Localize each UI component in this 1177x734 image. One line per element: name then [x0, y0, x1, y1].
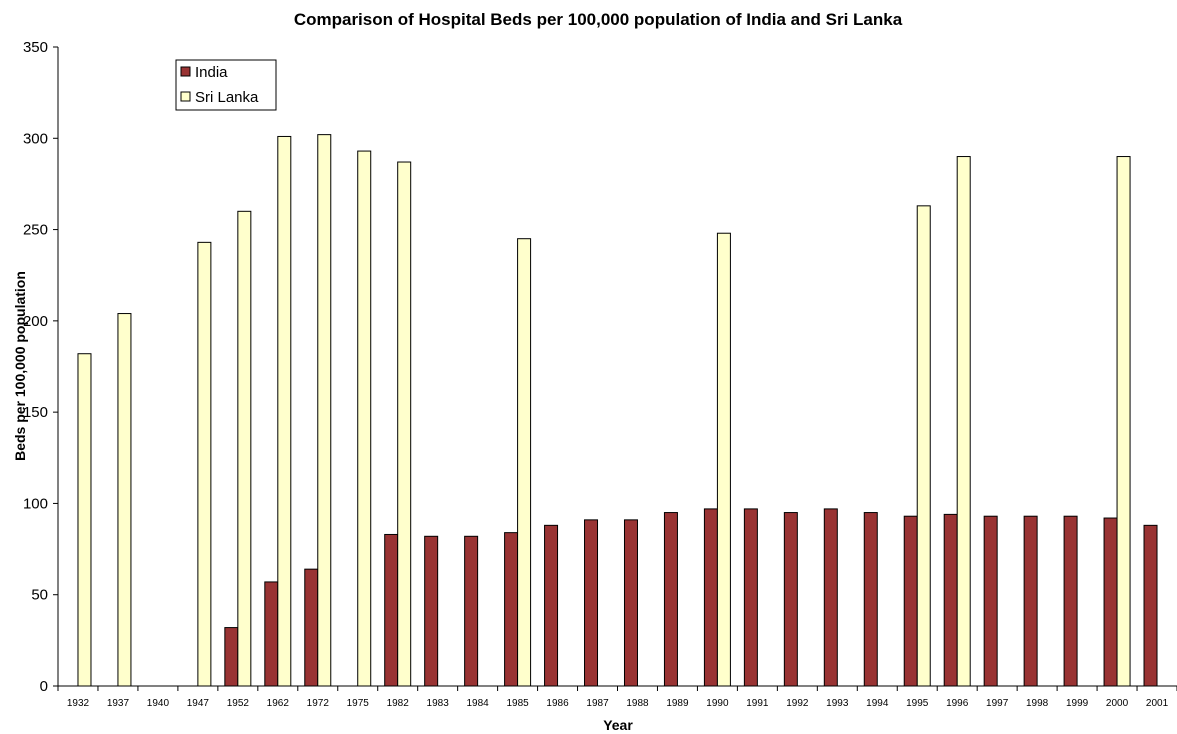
x-tick-label: 1997: [986, 698, 1009, 709]
bar-india-2000: [1103, 517, 1118, 687]
bar-india-1996: [943, 513, 958, 687]
bar-india-1998: [1023, 515, 1038, 687]
x-tick-label: 1962: [267, 698, 290, 709]
bar-sri-lanka-1990: [716, 232, 731, 687]
legend-label-india: India: [195, 64, 228, 81]
bar-sri-lanka-1937: [117, 313, 132, 687]
x-tick-label: 1988: [626, 698, 649, 709]
bar-india-1994: [863, 512, 878, 687]
bar-sri-lanka-1982: [397, 161, 412, 687]
bar-india-1993: [823, 508, 838, 687]
y-tick-label: 150: [23, 404, 48, 421]
x-axis-label: Year: [603, 717, 633, 733]
x-tick-label: 1947: [187, 698, 210, 709]
x-tick-label: 1985: [506, 698, 529, 709]
x-tick-label: 1987: [586, 698, 609, 709]
x-tick-label: 2000: [1106, 698, 1129, 709]
x-tick-label: 1975: [347, 698, 370, 709]
x-tick-label: 1992: [786, 698, 809, 709]
legend-swatch-india: [180, 66, 191, 77]
y-tick-label: 250: [23, 222, 48, 239]
x-tick-label: 1990: [706, 698, 729, 709]
bar-sri-lanka-1995: [916, 205, 931, 687]
x-tick-label: 1991: [746, 698, 769, 709]
bar-india-1985: [504, 532, 519, 687]
y-axis-ticks: 0 50 100 150 200 250 300 350: [23, 39, 58, 695]
x-tick-label: 1932: [67, 698, 90, 709]
bar-india-1986: [544, 524, 559, 687]
bar-india-1992: [783, 512, 798, 687]
x-axis-ticks: 1932 1937 1940 1947 1952 1962 1972 1975 1982 1983…: [57, 686, 1177, 709]
x-tick-label: 1983: [427, 698, 450, 709]
y-axis-label: Beds per 100,000 population: [12, 271, 28, 461]
bar-india-1997: [983, 515, 998, 687]
x-tick-label: 1996: [946, 698, 969, 709]
bars-layer: [77, 134, 1158, 687]
y-tick-label: 350: [23, 39, 48, 56]
bar-sri-lanka-1996: [956, 156, 971, 687]
x-tick-label: 1982: [387, 698, 410, 709]
x-tick-label: 1998: [1026, 698, 1049, 709]
bar-sri-lanka-2000: [1116, 156, 1131, 687]
y-tick-label: 50: [31, 587, 48, 604]
legend-swatch-sri-lanka: [180, 91, 191, 102]
bar-india-1989: [663, 512, 678, 687]
x-tick-label: 1989: [666, 698, 689, 709]
bar-india-1972: [304, 568, 319, 687]
bar-india-1987: [584, 519, 599, 687]
bar-sri-lanka-1932: [77, 353, 92, 687]
bar-sri-lanka-1985: [517, 238, 532, 687]
x-tick-label: 1993: [826, 698, 849, 709]
x-tick-label: 1995: [906, 698, 929, 709]
x-tick-label: 1940: [147, 698, 170, 709]
y-tick-label: 0: [40, 678, 48, 695]
x-tick-label: 1952: [227, 698, 250, 709]
bar-sri-lanka-1947: [197, 241, 212, 687]
bar-india-1952: [224, 627, 239, 687]
bar-india-1988: [623, 519, 638, 687]
bar-india-1982: [384, 533, 399, 687]
bar-sri-lanka-1972: [317, 134, 332, 687]
bar-india-1991: [743, 508, 758, 687]
y-tick-label: 100: [23, 495, 48, 512]
bar-sri-lanka-1962: [277, 135, 292, 687]
bar-india-2001: [1143, 524, 1158, 687]
x-tick-label: 1986: [546, 698, 569, 709]
bar-india-1962: [264, 581, 279, 687]
y-tick-label: 200: [23, 313, 48, 330]
bar-india-1983: [424, 535, 439, 687]
x-tick-label: 1994: [866, 698, 889, 709]
x-tick-label: 2001: [1146, 698, 1169, 709]
bar-india-1984: [464, 535, 479, 687]
x-tick-label: 1984: [467, 698, 490, 709]
x-tick-label: 1999: [1066, 698, 1089, 709]
bar-sri-lanka-1952: [237, 210, 252, 687]
bar-india-1995: [903, 515, 918, 687]
bar-india-1999: [1063, 515, 1078, 687]
x-tick-label: 1937: [107, 698, 130, 709]
legend-label-sri-lanka: Sri Lanka: [195, 89, 259, 106]
x-tick-label: 1972: [307, 698, 330, 709]
bar-india-1990: [703, 508, 718, 687]
chart-title: Comparison of Hospital Beds per 100,000 …: [294, 10, 903, 29]
y-tick-label: 300: [23, 130, 48, 147]
legend: India Sri Lanka: [175, 59, 277, 111]
bar-sri-lanka-1975: [357, 150, 372, 687]
legend-box: [175, 59, 277, 111]
